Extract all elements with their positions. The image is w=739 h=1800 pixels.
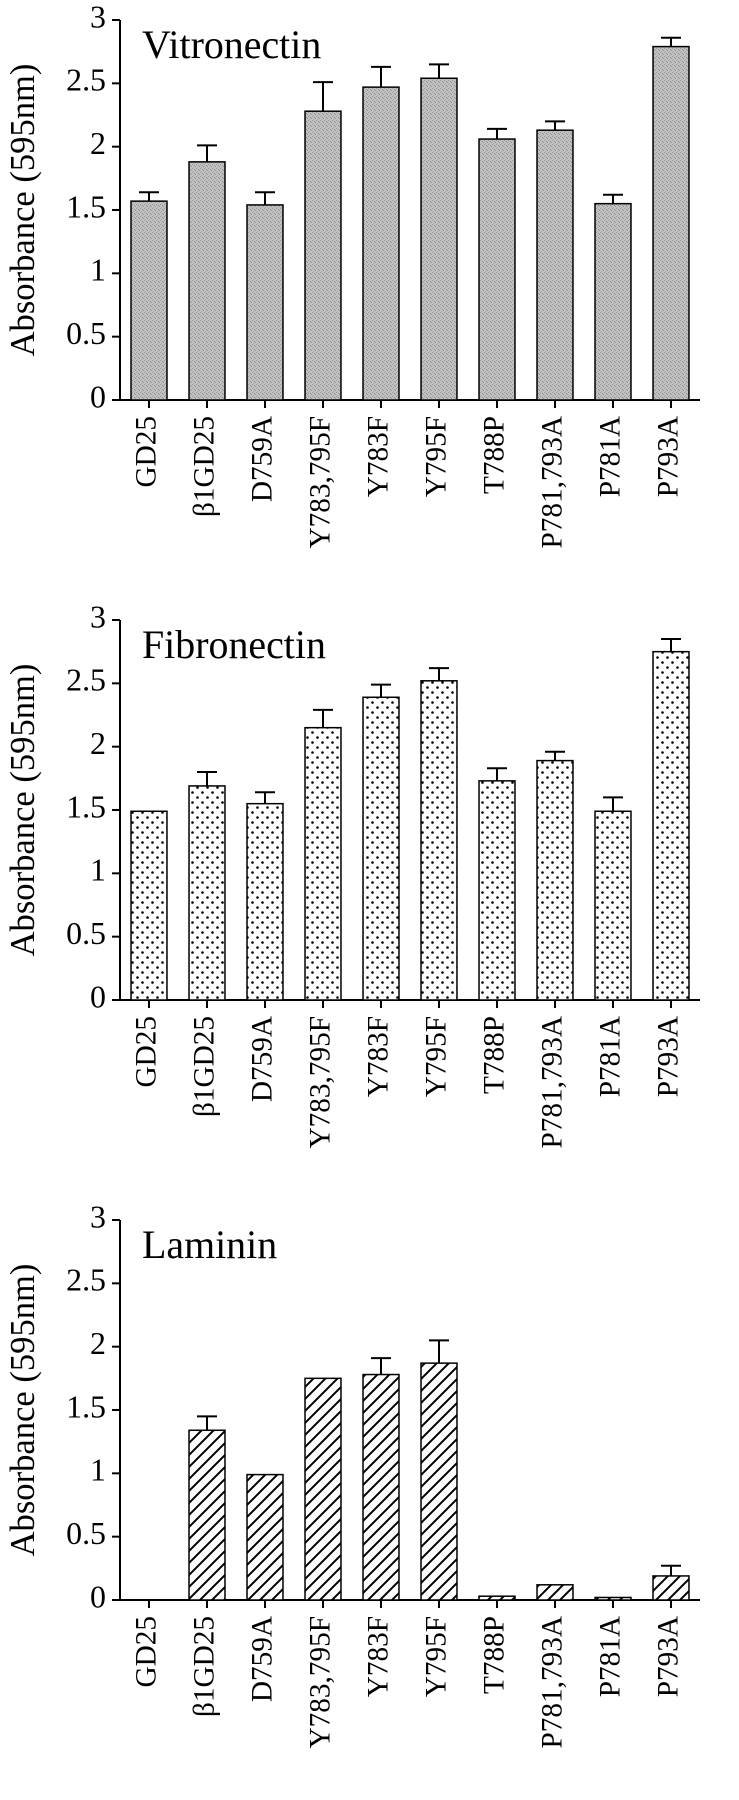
xtick-label: P781,793A [537, 1616, 569, 1748]
ytick-label: 0 [90, 379, 106, 414]
xtick-label: Y783F [363, 1616, 395, 1697]
bar [479, 781, 515, 1000]
bar [363, 697, 399, 1000]
panel-vitronectin: 0 0.5 1 1.5 2 2.5 3 Absorbance (595nm) Vitronect… [0, 0, 739, 600]
bar [537, 130, 573, 400]
bar [189, 162, 225, 400]
xtick-label: Y783F [363, 1016, 395, 1097]
ytick-label: 3 [90, 1200, 106, 1234]
xtick-label: Y783,795F [305, 416, 337, 548]
xtick-label: P781A [595, 1616, 627, 1697]
xtick-label: β1GD25 [189, 1016, 221, 1117]
bar [537, 1585, 573, 1600]
xtick-label: GD25 [131, 1616, 163, 1688]
xtick-label: Y795F [421, 1616, 453, 1697]
panel-title: Vitronectin [142, 22, 321, 67]
ytick-label: 1.5 [66, 1389, 106, 1424]
bar [363, 87, 399, 400]
bar [247, 1475, 283, 1600]
bar [653, 47, 689, 400]
xtick-label: β1GD25 [189, 1616, 221, 1717]
panel-laminin: 0 0.5 1 1.5 2 2.5 3 Absorbance (595nm) Laminin GD… [0, 1200, 739, 1800]
ytick-label: 3 [90, 600, 106, 634]
bar [595, 811, 631, 1000]
ytick-label: 0.5 [66, 316, 106, 351]
xtick-label: Y795F [421, 1016, 453, 1097]
ytick-label: 2 [90, 726, 106, 761]
ytick-label: 2.5 [66, 63, 106, 98]
bar [653, 652, 689, 1000]
bar [421, 78, 457, 400]
bar [131, 201, 167, 400]
bar [189, 786, 225, 1000]
ytick-label: 0 [90, 979, 106, 1014]
xtick-label: P793A [653, 1016, 685, 1097]
bar [363, 1375, 399, 1600]
ytick-label: 3 [90, 0, 106, 34]
xtick-label: D759A [247, 1016, 279, 1102]
ytick-label: 2 [90, 1326, 106, 1361]
ytick-label: 1 [90, 1453, 106, 1488]
bar [595, 204, 631, 400]
bar [247, 205, 283, 400]
xtick-label: P781,793A [537, 416, 569, 548]
xtick-label: P793A [653, 416, 685, 497]
xtick-label: D759A [247, 1616, 279, 1702]
bar [305, 1378, 341, 1600]
ytick-label: 2.5 [66, 663, 106, 698]
ytick-label: 1 [90, 253, 106, 288]
xtick-label: P781,793A [537, 1016, 569, 1148]
bar [479, 139, 515, 400]
y-axis-label: Absorbance (595nm) [4, 1264, 42, 1557]
xtick-label: Y795F [421, 416, 453, 497]
bar [421, 1363, 457, 1600]
xtick-label: P781A [595, 416, 627, 497]
ytick-label: 0 [90, 1579, 106, 1614]
bar [247, 804, 283, 1000]
xtick-label: Y783F [363, 416, 395, 497]
y-axis-label: Absorbance (595nm) [4, 664, 42, 957]
xtick-label: P781A [595, 1016, 627, 1097]
bar [131, 811, 167, 1000]
ytick-label: 1.5 [66, 189, 106, 224]
ytick-label: 0.5 [66, 916, 106, 951]
bar [653, 1576, 689, 1600]
xtick-label: T788P [479, 416, 511, 494]
panel-title: Fibronectin [142, 622, 326, 667]
ytick-label: 1 [90, 853, 106, 888]
bar [305, 728, 341, 1000]
ytick-label: 2 [90, 126, 106, 161]
bar [595, 1597, 631, 1600]
xtick-label: T788P [479, 1016, 511, 1094]
xtick-label: β1GD25 [189, 416, 221, 517]
bar [479, 1596, 515, 1600]
chart-root: 0 0.5 1 1.5 2 2.5 3 Absorbance (595nm) Vitronect… [0, 0, 739, 1800]
xtick-label: D759A [247, 416, 279, 502]
bar [189, 1430, 225, 1600]
ytick-label: 2.5 [66, 1263, 106, 1298]
xtick-label: P793A [653, 1616, 685, 1697]
panel-fibronectin: 0 0.5 1 1.5 2 2.5 3 Absorbance (595nm) Fibronect… [0, 600, 739, 1200]
y-axis-label: Absorbance (595nm) [4, 64, 42, 357]
bar [305, 111, 341, 400]
bar [537, 761, 573, 1000]
ytick-label: 0.5 [66, 1516, 106, 1551]
xtick-label: GD25 [131, 1016, 163, 1088]
ytick-label: 1.5 [66, 789, 106, 824]
xtick-label: T788P [479, 1616, 511, 1694]
xtick-label: GD25 [131, 416, 163, 488]
bar [421, 681, 457, 1000]
panel-title: Laminin [142, 1222, 277, 1267]
xtick-label: Y783,795F [305, 1616, 337, 1748]
xtick-label: Y783,795F [305, 1016, 337, 1148]
